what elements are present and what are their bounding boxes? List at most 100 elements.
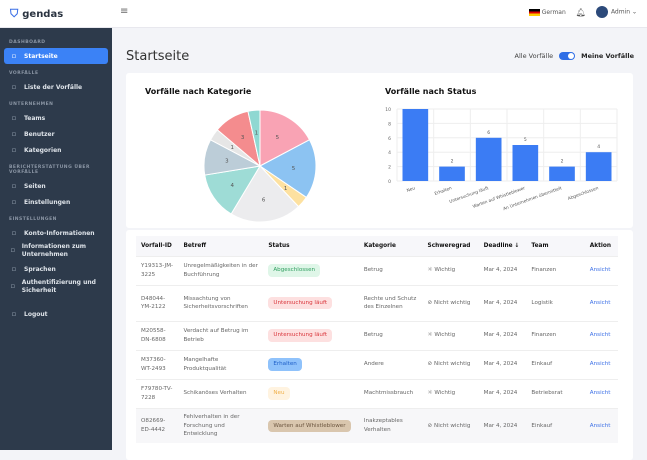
- table-row: Y19313-JM-3225 Unregelmäßigkeiten in der…: [136, 255, 618, 285]
- incident-id: F79780-TV-7228: [136, 378, 179, 408]
- incident-subject: Verdacht auf Betrug im Betrieb: [178, 320, 264, 350]
- bar-value-label: 4: [597, 144, 600, 150]
- view-link[interactable]: Ansicht: [589, 299, 611, 306]
- sidebar-item-home[interactable]: ▫ Startseite: [4, 48, 108, 64]
- sidebar-item-flag[interactable]: ▫ Liste der Vorfälle: [0, 79, 112, 95]
- sidebar-item-building[interactable]: ▫ Informationen zum Unternehmen: [0, 241, 112, 261]
- view-link[interactable]: Ansicht: [589, 332, 611, 339]
- sidebar-item-label: Teams: [24, 114, 46, 122]
- deadline: Mar 4, 2024: [478, 378, 527, 408]
- bell-icon[interactable]: 🔔︎: [575, 7, 586, 17]
- app-name: gendas: [22, 8, 64, 20]
- y-tick-label: 4: [388, 150, 391, 156]
- pie-slice-label: 5: [292, 166, 296, 172]
- pie-slice[interactable]: [247, 109, 261, 167]
- y-tick-label: 2: [388, 165, 391, 171]
- bar[interactable]: [549, 166, 575, 181]
- sidebar-item-user[interactable]: ▫ Benutzer: [0, 126, 112, 142]
- sidebar-item-translate[interactable]: ▫ Sprachen: [0, 261, 112, 277]
- user-menu[interactable]: Admin ⌄: [595, 6, 637, 18]
- bar[interactable]: [512, 145, 539, 181]
- language-selector[interactable]: German: [528, 8, 566, 16]
- incidents-table: Vorfall-ID Betreff Status Kategorie Schwereg…: [136, 236, 618, 443]
- view-link[interactable]: Ansicht: [589, 390, 611, 397]
- bulb-off-icon: ⊘: [427, 361, 433, 368]
- toggle-switch[interactable]: [559, 52, 576, 60]
- user-icon: ▫: [11, 130, 17, 138]
- pie-slice[interactable]: [259, 139, 317, 199]
- severity: Nicht wichtig: [434, 299, 471, 306]
- sidebar-item-label: Benutzer: [24, 130, 55, 138]
- incident-category: Rechte und Schutz des Einzelnen: [358, 284, 423, 321]
- view-link[interactable]: Ansicht: [589, 422, 611, 429]
- bar-value-label: 6: [487, 130, 490, 136]
- sidebar-item-account[interactable]: ▫ Konto-Informationen: [0, 225, 112, 241]
- flag-icon: ▫: [11, 83, 17, 91]
- bar-value-label: 2: [561, 159, 564, 165]
- y-tick-label: 0: [388, 179, 391, 185]
- sidebar-item-grid[interactable]: ▫ Kategorien: [0, 142, 112, 158]
- incident-category: Inakzeptables Verhalten: [358, 407, 423, 443]
- pie-slice[interactable]: [230, 165, 300, 223]
- bulb-icon: ☼: [427, 267, 433, 274]
- page-icon: ▫: [11, 182, 17, 190]
- column-header: Kategorie: [358, 236, 423, 256]
- status-badge: Abgeschlossen: [268, 264, 321, 277]
- translate-icon: ▫: [11, 265, 17, 273]
- sidebar-item-label: Informationen zum Unternehmen: [21, 242, 86, 258]
- pie-slice-label: 1: [255, 131, 258, 137]
- sliders-icon: ▫: [11, 198, 17, 206]
- pie-slice-label: 4: [230, 183, 234, 189]
- toggle-label-all[interactable]: Alle Vorfälle: [514, 52, 554, 60]
- sidebar-section-title: DASHBOARD: [9, 40, 46, 45]
- grid-icon: ▫: [11, 146, 17, 154]
- sidebar-item-logout[interactable]: ▫ Logout: [0, 306, 112, 322]
- team: Einkauf: [526, 349, 585, 379]
- sidebar-item-sliders[interactable]: ▫ Einstellungen: [0, 194, 112, 210]
- column-header[interactable]: Deadline ↓: [478, 236, 527, 256]
- menu-toggle-icon[interactable]: ≡: [120, 6, 129, 17]
- sidebar-item-label: Logout: [24, 310, 48, 318]
- incidents-table-card: Vorfall-ID Betreff Status Kategorie Schwereg…: [126, 230, 633, 460]
- status-badge: Neu: [268, 387, 290, 400]
- bar[interactable]: [585, 152, 612, 181]
- bulb-off-icon: ⊘: [427, 422, 433, 429]
- bar[interactable]: [402, 109, 429, 181]
- y-tick-label: 6: [388, 136, 391, 142]
- team: Einkauf: [526, 407, 585, 443]
- deadline: Mar 4, 2024: [478, 255, 527, 285]
- column-header: Status: [263, 236, 359, 256]
- top-bar: ⛉ gendas ≡ German 🔔︎ Admin ⌄: [0, 0, 647, 28]
- logo[interactable]: ⛉ gendas: [10, 7, 63, 21]
- incident-id: M20558-DN-6808: [136, 320, 179, 350]
- bar[interactable]: [439, 166, 465, 181]
- bar-chart-title: Vorfälle nach Status: [385, 87, 477, 96]
- sidebar-item-label: Einstellungen: [24, 198, 71, 206]
- sidebar-item-label: Kategorien: [24, 146, 62, 154]
- charts-card: Vorfälle nach Kategorie 5 5 1 6 4 3 1 3 1 Vorfäl…: [126, 73, 633, 228]
- page-title: Startseite: [126, 49, 190, 64]
- logout-icon: ▫: [11, 310, 17, 318]
- status-badge: Untersuchung läuft: [268, 296, 333, 310]
- pie-slice-label: 6: [262, 197, 266, 203]
- lock-icon: ▫: [10, 282, 16, 291]
- bar[interactable]: [475, 137, 502, 181]
- view-link[interactable]: Ansicht: [589, 361, 611, 368]
- sidebar-section-title: EINSTELLUNGEN: [9, 217, 57, 222]
- pie-slice[interactable]: [259, 109, 311, 167]
- toggle-label-mine[interactable]: Meine Vorfälle: [581, 52, 634, 60]
- pie-slice-label: 3: [241, 135, 245, 141]
- category-pie-chart: 5 5 1 6 4 3 1 3 1: [203, 109, 317, 223]
- user-name: Admin: [610, 8, 631, 16]
- view-link[interactable]: Ansicht: [589, 267, 611, 274]
- sidebar-item-label: Sprachen: [24, 265, 56, 273]
- sidebar-item-page[interactable]: ▫ Seiten: [0, 178, 112, 194]
- bulb-off-icon: ⊘: [427, 299, 433, 306]
- sidebar-item-users[interactable]: ▫ Teams: [0, 110, 112, 126]
- incident-category: Betrug: [358, 255, 423, 285]
- team: Finanzen: [526, 320, 585, 350]
- incident-category: Andere: [358, 349, 423, 379]
- deadline: Mar 4, 2024: [478, 349, 527, 379]
- sidebar-item-lock[interactable]: ▫ Authentifizierung und Sicherheit: [0, 277, 112, 297]
